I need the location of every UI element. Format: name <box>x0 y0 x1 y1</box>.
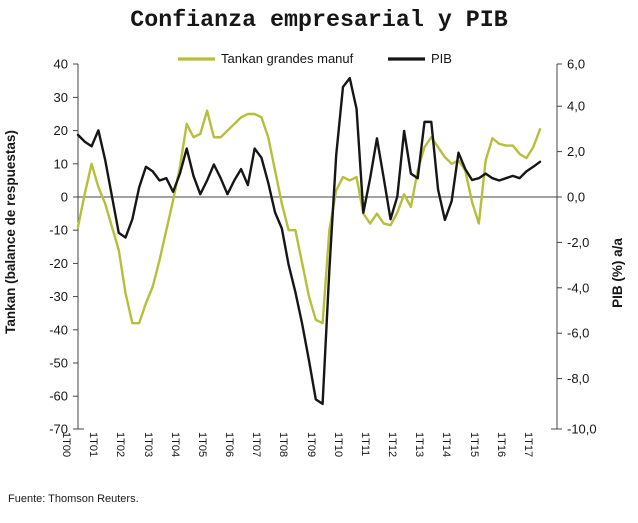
svg-text:PIB: PIB <box>431 51 452 66</box>
svg-text:-50: -50 <box>49 356 68 371</box>
svg-text:6,0: 6,0 <box>567 57 585 72</box>
svg-text:Tankan (balance de respuestas): Tankan (balance de respuestas) <box>3 130 18 334</box>
svg-text:30: 30 <box>54 90 68 105</box>
svg-text:0,0: 0,0 <box>567 190 585 205</box>
svg-text:-6,0: -6,0 <box>567 326 589 341</box>
svg-text:-10,0: -10,0 <box>567 422 597 437</box>
svg-text:-20: -20 <box>49 256 68 271</box>
svg-text:-2,0: -2,0 <box>567 235 589 250</box>
svg-text:-30: -30 <box>49 289 68 304</box>
svg-text:-60: -60 <box>49 389 68 404</box>
svg-text:2,0: 2,0 <box>567 144 585 159</box>
svg-text:40: 40 <box>54 57 68 72</box>
svg-text:PIB (%) a/a: PIB (%) a/a <box>610 238 625 308</box>
svg-text:10: 10 <box>54 156 68 171</box>
svg-text:0: 0 <box>61 190 68 205</box>
svg-text:-40: -40 <box>49 322 68 337</box>
svg-text:Tankan grandes manuf: Tankan grandes manuf <box>221 51 354 66</box>
svg-text:-8,0: -8,0 <box>567 371 589 386</box>
svg-text:20: 20 <box>54 123 68 138</box>
svg-text:-4,0: -4,0 <box>567 280 589 295</box>
svg-text:4,0: 4,0 <box>567 99 585 114</box>
svg-text:-10: -10 <box>49 223 68 238</box>
